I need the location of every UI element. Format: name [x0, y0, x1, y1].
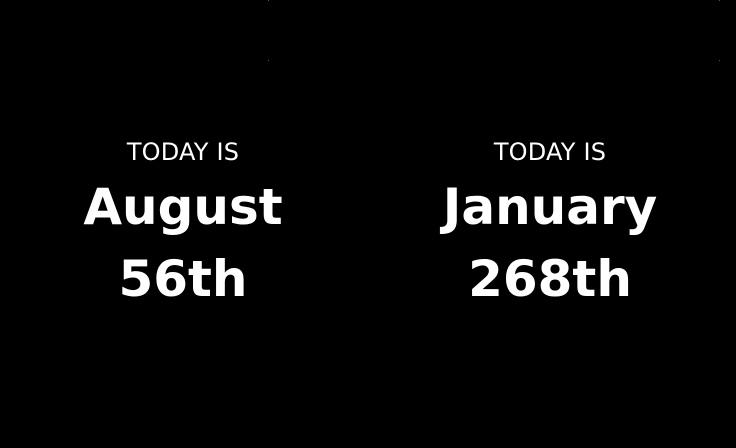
pixel-speck — [268, 0, 269, 1]
date-panel-right: TODAY IS January 268th — [368, 0, 736, 448]
today-is-label: TODAY IS — [493, 138, 607, 166]
date-block: TODAY IS January 268th — [366, 133, 734, 315]
pixel-speck — [719, 0, 720, 1]
day-ordinal: 56th — [118, 250, 248, 308]
day-ordinal: 268th — [468, 250, 632, 308]
pixel-speck — [719, 60, 720, 61]
month-name: August — [83, 178, 283, 236]
today-is-label: TODAY IS — [126, 138, 240, 166]
date-panel-left: TODAY IS August 56th — [0, 133, 367, 315]
pixel-speck — [268, 60, 269, 61]
month-name: January — [442, 178, 658, 236]
date-block: TODAY IS August 56th — [0, 133, 367, 315]
